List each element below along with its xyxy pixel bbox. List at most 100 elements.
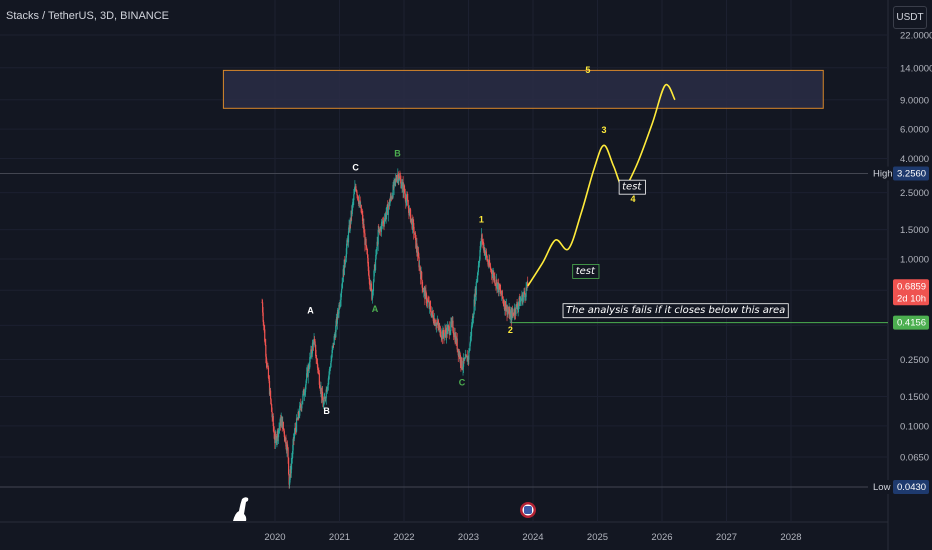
candle-body (286, 444, 289, 448)
candle-body (515, 304, 517, 315)
candle-body (501, 290, 503, 298)
candle-body (346, 240, 348, 249)
candle-body (290, 463, 292, 474)
projection-series (527, 83, 676, 287)
candle-body (315, 355, 317, 359)
candle-body (489, 266, 492, 270)
candle-body (478, 263, 480, 266)
candle-body (342, 269, 344, 282)
time-axis[interactable]: 2020 2021 2022 2023 2024 2025 2026 2027 2028 (264, 532, 801, 543)
candle-body (322, 400, 324, 407)
candle-body (264, 329, 266, 342)
candle-body (319, 384, 321, 389)
candle-body (462, 366, 464, 370)
price-axis[interactable]: 22.0000 14.0000 9.0000 6.0000 4.0000 2.5000 1.… (900, 31, 932, 494)
candle-body (410, 218, 412, 222)
candle-body (438, 326, 440, 328)
candle-body (316, 358, 318, 365)
candle-body (356, 191, 358, 196)
candle-body (361, 212, 363, 214)
candle-body (459, 354, 461, 364)
annotation-text: The analysis fails if it closes below th… (566, 305, 785, 316)
candle-body (506, 304, 508, 315)
candle-body (415, 234, 417, 248)
candle-body (368, 266, 370, 276)
candle-body (451, 321, 453, 324)
candle-body (360, 204, 362, 213)
candle-body (386, 207, 388, 214)
candle-body (524, 296, 527, 298)
candle-body (469, 343, 471, 351)
candle-body (300, 404, 302, 407)
currency-button[interactable]: USDT (893, 6, 927, 29)
candle-body (499, 288, 501, 290)
candle-body (352, 200, 354, 203)
candle-body (345, 257, 347, 262)
x-tick-label: 2025 (587, 532, 608, 543)
candle-body (380, 223, 382, 232)
candle-body (484, 253, 486, 255)
candle-body (342, 281, 344, 283)
annotation-box (572, 264, 600, 279)
candle-body (414, 232, 416, 235)
candle-body (354, 186, 356, 192)
candle-body (500, 289, 502, 294)
candle-body (353, 191, 355, 195)
price-tag-bg (893, 480, 929, 494)
x-tick-label: 2026 (651, 532, 672, 543)
candle-body (367, 257, 369, 267)
candle-body (328, 374, 330, 379)
y-tick-label: 1.5000 (900, 225, 929, 236)
price-tag-bg (893, 166, 929, 181)
candle-body (283, 431, 285, 437)
candle-body (392, 184, 394, 198)
symbol-title: Stacks / TetherUS, 3D, BINANCE (6, 10, 170, 22)
candle-body (499, 284, 501, 289)
y-tick-label: 9.0000 (900, 95, 929, 106)
candle-body (476, 275, 478, 282)
candle-body (512, 312, 514, 315)
candle-body (461, 368, 464, 370)
candle-body (389, 201, 391, 206)
projection-line (527, 83, 676, 287)
candle-body (344, 261, 346, 265)
candle-body (383, 218, 386, 224)
x-tick-label: 2022 (393, 532, 414, 543)
candle-body (514, 308, 516, 314)
wave-label: 2 (508, 325, 513, 335)
candle-body (363, 232, 366, 234)
candle-body (504, 301, 507, 311)
price-axis-tag: 0.4156 (893, 315, 929, 330)
candle-body (263, 325, 265, 330)
candle-body (507, 310, 509, 312)
candle-body (408, 209, 411, 216)
candle-body (299, 405, 301, 416)
y-tick-label: 0.1500 (900, 392, 929, 403)
candle-body (482, 241, 484, 243)
candle-body (272, 415, 274, 426)
candle-body (382, 221, 385, 223)
chart-annotations: test test The analysis fails if it closes … (562, 179, 789, 319)
wave-label: C (352, 162, 359, 172)
wave-label: 4 (630, 194, 635, 204)
candle-body (439, 326, 441, 336)
candle-body (288, 457, 290, 475)
price-tag-value: 0.4156 (897, 318, 926, 329)
candle-body (369, 279, 371, 286)
candle-body (296, 418, 298, 420)
candle-body (524, 293, 526, 298)
candle-body (443, 333, 446, 338)
candle-body (289, 479, 291, 485)
candle-body (503, 303, 505, 305)
candle-body (361, 213, 363, 215)
candle-body (424, 290, 426, 300)
candle-body (518, 303, 520, 307)
candle-body (403, 185, 405, 191)
candle-body (492, 274, 494, 278)
candle-body (274, 435, 276, 444)
candle-body (400, 179, 402, 188)
candle-body (287, 447, 289, 458)
candle-body (304, 391, 306, 394)
